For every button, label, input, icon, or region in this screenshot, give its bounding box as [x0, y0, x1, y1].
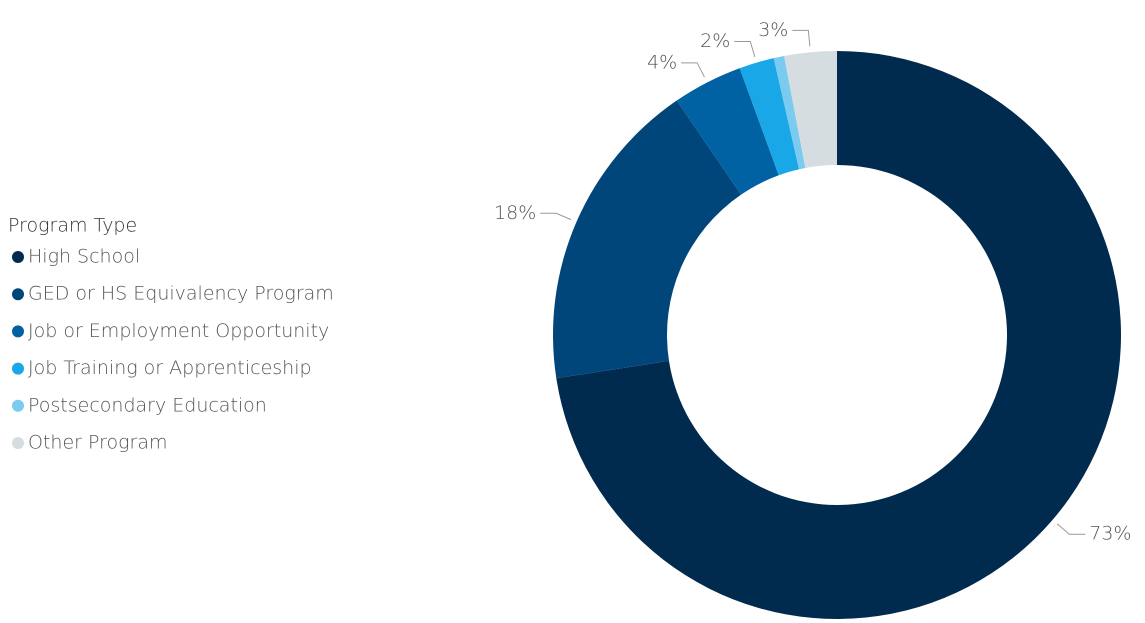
donut-slice — [739, 58, 800, 176]
legend-marker — [12, 325, 24, 338]
legend-marker — [12, 399, 24, 412]
data-label: 73% — [1089, 523, 1131, 545]
donut-slice — [773, 55, 806, 170]
leader-line — [792, 29, 811, 47]
legend-title: Program Type — [8, 215, 137, 237]
data-label: 2% — [700, 30, 730, 52]
data-label: 3% — [758, 19, 788, 41]
legend-label: GED or HS Equivalency Program — [28, 283, 334, 305]
data-label: 4% — [647, 51, 677, 73]
leader-line — [681, 62, 705, 78]
donut-slice — [784, 51, 837, 168]
legend-marker — [12, 362, 24, 375]
legend-marker — [12, 437, 24, 449]
data-label: 18% — [494, 202, 536, 224]
leader-line — [540, 212, 572, 221]
donut-slice — [553, 100, 742, 379]
legend-label: Postsecondary Education — [28, 394, 267, 416]
leader-line — [1056, 523, 1086, 535]
legend-label: Job or Employment Opportunity — [28, 320, 329, 342]
legend-marker — [12, 251, 24, 263]
leader-line — [734, 41, 756, 58]
legend-label: Other Program — [28, 432, 168, 454]
legend-label: High School — [28, 246, 140, 268]
legend-marker — [12, 288, 24, 301]
donut-slice — [676, 68, 779, 195]
legend-label: Job Training or Apprenticeship — [28, 357, 312, 379]
donut-slice — [556, 51, 1121, 619]
